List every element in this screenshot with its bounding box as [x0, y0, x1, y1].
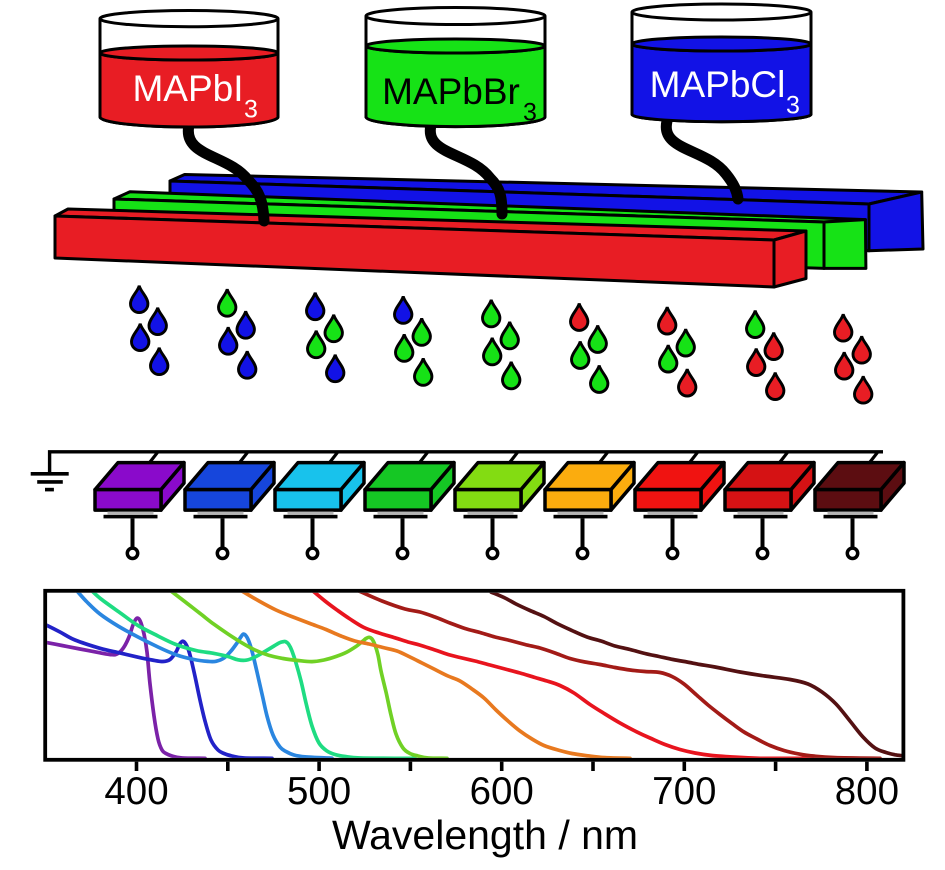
svg-text:400: 400 [104, 770, 168, 813]
svg-text:MAPbI: MAPbI [132, 68, 243, 109]
svg-text:3: 3 [244, 96, 258, 124]
svg-text:500: 500 [287, 770, 351, 813]
svg-text:MAPbCl: MAPbCl [650, 64, 786, 105]
svg-text:Wavelength / nm: Wavelength / nm [332, 812, 638, 858]
svg-text:3: 3 [523, 99, 537, 127]
svg-text:3: 3 [786, 92, 800, 120]
svg-text:800: 800 [835, 770, 899, 813]
svg-text:600: 600 [470, 770, 534, 813]
svg-text:700: 700 [652, 770, 716, 813]
svg-text:MAPbBr: MAPbBr [382, 71, 520, 112]
